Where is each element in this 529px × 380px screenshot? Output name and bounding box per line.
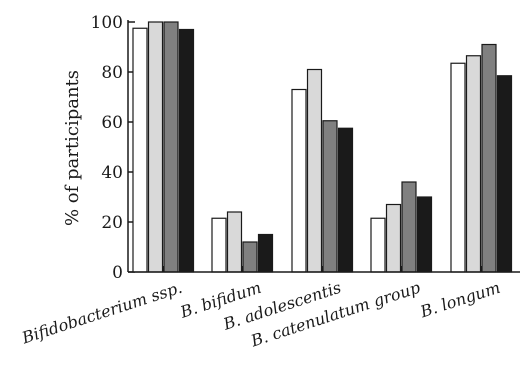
- x-tick-label: Bifidobacterium ssp.: [19, 278, 185, 348]
- y-tick-label: 40: [101, 163, 123, 183]
- y-axis: 0 20 40 60 80 100: [91, 13, 135, 283]
- bar: [416, 196, 433, 273]
- y-tick-label: 20: [101, 213, 123, 233]
- bar: [450, 62, 466, 273]
- bar: [322, 120, 338, 273]
- bar: [385, 203, 402, 273]
- y-axis-label: % of participants: [62, 70, 83, 226]
- bar: [147, 21, 164, 273]
- bar: [291, 88, 307, 273]
- bar: [226, 211, 243, 273]
- y-tick-label: 100: [91, 13, 123, 33]
- bar: [496, 75, 513, 273]
- bar: [211, 217, 227, 273]
- bar: [337, 127, 354, 273]
- bar: [306, 68, 323, 273]
- bar: [242, 241, 258, 273]
- bar: [465, 55, 482, 273]
- bar: [132, 27, 148, 273]
- bar: [481, 43, 497, 273]
- bar: [178, 28, 195, 273]
- bar: [401, 181, 417, 273]
- bar: [370, 217, 386, 273]
- y-tick-label: 0: [112, 263, 123, 283]
- y-tick-label: 80: [101, 63, 123, 83]
- bars: [132, 21, 513, 273]
- y-tick-label: 60: [101, 113, 123, 133]
- x-tick-label: B. longum: [417, 278, 502, 322]
- bar: [257, 233, 274, 273]
- bar: [163, 21, 179, 273]
